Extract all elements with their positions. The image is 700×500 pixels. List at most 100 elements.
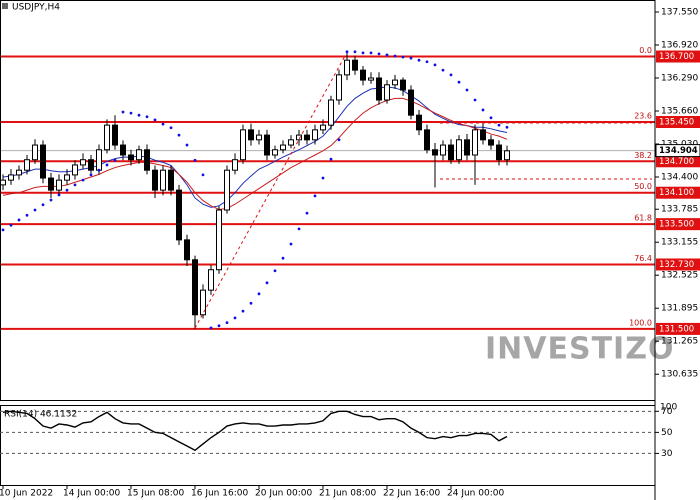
candle-body [48, 177, 54, 191]
candle-body [128, 154, 134, 161]
sar-dot [425, 60, 429, 64]
sar-dot [153, 118, 157, 122]
sar-dot [33, 208, 37, 212]
y-tick-label: 136.290 [661, 73, 698, 83]
candle-body [496, 144, 502, 161]
fib-label: 100.0 [629, 318, 652, 327]
sar-dot [49, 198, 53, 202]
price-tag-label: 133.500 [659, 220, 694, 230]
y-tick-label: 132.525 [661, 271, 698, 281]
y-tick-label: 133.155 [661, 238, 698, 248]
sar-dot [473, 98, 477, 102]
sar-dot [321, 176, 325, 180]
sar-dot [449, 73, 453, 77]
candle-body [408, 89, 414, 116]
x-tick-label: 10 Jun 2022 [0, 489, 53, 499]
candle-body [96, 149, 102, 171]
x-tick-label: 21 Jun 08:00 [319, 489, 376, 499]
candle-body [160, 169, 166, 191]
candle-body [400, 79, 406, 91]
sar-dot [441, 68, 445, 72]
candle-body [416, 114, 422, 131]
candle-body [288, 139, 294, 146]
sar-dot [201, 173, 205, 177]
watermark: INVESTIZO [485, 332, 674, 367]
candle-body [368, 77, 374, 81]
candle-body [440, 144, 446, 156]
current-price-tag [655, 144, 700, 158]
candle-body [88, 159, 94, 171]
sar-dot [505, 125, 509, 129]
candle-body [296, 134, 302, 141]
sar-dot [209, 326, 213, 330]
price-tag-label: 132.730 [659, 260, 694, 270]
sar-dot [185, 143, 189, 147]
sar-dot [113, 158, 117, 162]
fib-label: 61.8 [634, 214, 652, 223]
candle-body [144, 149, 150, 171]
candle-body [16, 169, 22, 176]
candle-body [216, 209, 222, 271]
rsi-line [2, 410, 508, 452]
price-tag [656, 50, 700, 63]
price-tag [656, 116, 700, 129]
candle-body [360, 69, 366, 81]
sar-dot [465, 88, 469, 92]
candle-body [80, 159, 86, 166]
x-tick-label: 20 Jun 00:00 [255, 489, 312, 499]
candle-body [304, 134, 310, 141]
candle-body [0, 179, 6, 186]
fib-label: 38.2 [634, 151, 652, 160]
fib-label: 23.6 [634, 112, 652, 121]
symbol-icon [2, 3, 8, 9]
rsi-title: RSI(14) 46.1132 [4, 410, 77, 420]
x-tick-label: 14 Jun 00:00 [63, 489, 120, 499]
sar-dot [385, 53, 389, 57]
candle-body [472, 129, 478, 156]
y-tick-label: 137.550 [661, 7, 698, 17]
candle-body [344, 59, 350, 76]
sar-dot [73, 183, 77, 187]
y-tick-label: 50 [661, 428, 673, 438]
y-tick-label: 133.785 [661, 205, 698, 215]
candle-body [200, 289, 206, 316]
sar-dot [105, 163, 109, 167]
sar-dot [337, 138, 341, 142]
sar-dot [369, 51, 373, 55]
candle-body [320, 124, 326, 131]
candle-body [104, 124, 110, 151]
y-tick-label: 136.920 [661, 40, 698, 50]
candle-body [224, 169, 230, 211]
price-tag-label: 136.700 [659, 52, 694, 62]
sar-dot [169, 126, 173, 130]
candle-body [264, 134, 270, 156]
price-tag-label: 135.450 [659, 118, 694, 128]
candle-body [240, 129, 246, 161]
sar-dot [305, 211, 309, 215]
candle-body [336, 74, 342, 101]
sar-dot [401, 55, 405, 59]
moving-average [2, 86, 508, 208]
price-tag [656, 322, 700, 335]
sar-dot [177, 133, 181, 137]
fib-label: 50.0 [634, 182, 652, 191]
sar-dot [393, 54, 397, 58]
moving-average [2, 97, 508, 210]
candle-body [352, 59, 358, 71]
y-tick-label: 131.265 [661, 337, 698, 347]
candle-body [280, 144, 286, 151]
sar-dot [257, 292, 261, 296]
candle-body [72, 164, 78, 176]
candle-body [208, 269, 214, 291]
x-tick-label: 15 Jun 08:00 [127, 489, 184, 499]
candle-body [120, 144, 126, 156]
candle-body [504, 150, 510, 161]
candle-body [184, 239, 190, 261]
sar-dot [345, 50, 349, 54]
rsi-top-label: 100 [660, 403, 677, 413]
candle-body [24, 159, 30, 171]
sar-dot [361, 51, 365, 55]
candle-body [480, 129, 486, 141]
sar-dot [289, 242, 293, 246]
candle-body [232, 159, 238, 171]
